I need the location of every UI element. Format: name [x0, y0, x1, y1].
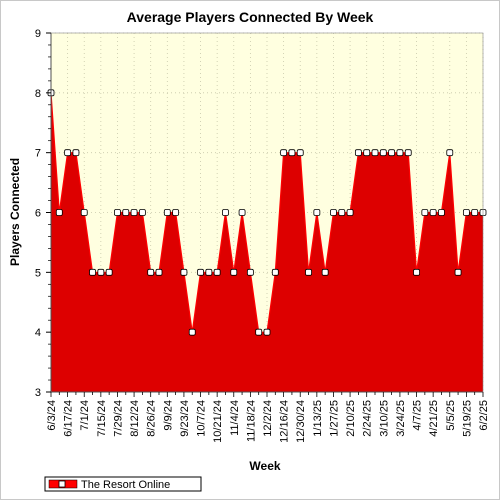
data-point	[330, 209, 337, 216]
data-markers	[47, 89, 487, 336]
x-tick-label: 8/26/24	[146, 400, 158, 437]
x-tick-label: 4/21/25	[428, 400, 440, 437]
x-tick-labels: 6/3/24 6/17/24 7/1/24 7/15/24 7/29/24 8/12/24…	[46, 400, 490, 443]
y-tick-label: 8	[35, 88, 41, 100]
x-tick-label: 7/29/24	[112, 400, 124, 437]
data-point	[138, 209, 146, 216]
x-tick-label: 12/2/24	[262, 400, 274, 437]
axes	[46, 32, 484, 397]
legend-marker	[58, 480, 66, 488]
x-tick-label: 7/1/24	[79, 400, 91, 431]
x-tick-label: 12/30/24	[295, 400, 307, 443]
legend-box	[44, 476, 202, 492]
data-point	[114, 209, 121, 216]
data-point	[346, 209, 354, 216]
data-point	[238, 209, 246, 216]
data-point	[363, 149, 371, 157]
x-tick-label: 12/16/24	[279, 400, 291, 443]
x-tick-label: 9/9/24	[162, 400, 174, 431]
x-tick-label: 9/23/24	[179, 400, 191, 437]
data-point	[122, 209, 130, 216]
data-point	[64, 149, 72, 157]
y-axis-title: Players Connected	[8, 158, 22, 266]
data-point	[471, 209, 479, 216]
data-point	[280, 149, 288, 157]
x-tick-label: 11/4/24	[229, 400, 241, 436]
x-tick-label: 3/24/25	[395, 400, 407, 437]
x-tick-label: 1/13/25	[312, 400, 324, 437]
data-point	[396, 149, 404, 157]
x-tick-label: 8/12/24	[129, 400, 141, 437]
x-axis-title: Week	[249, 459, 280, 473]
data-point	[271, 268, 279, 276]
data-point	[446, 149, 454, 157]
x-tick-label: 2/10/25	[345, 400, 357, 437]
data-point	[97, 268, 105, 276]
data-point	[413, 268, 420, 276]
chart-title: Average Players Connected By Week	[127, 9, 374, 25]
data-point	[213, 268, 221, 276]
data-point	[296, 149, 304, 157]
data-point	[404, 149, 412, 157]
x-tick-label: 3/10/25	[378, 400, 390, 437]
y-tick-label: 3	[35, 387, 41, 399]
data-point	[188, 328, 196, 336]
area-fill	[51, 92, 483, 392]
x-tick-label: 11/18/24	[245, 400, 257, 442]
data-point	[438, 209, 445, 216]
data-point	[354, 149, 362, 157]
data-point	[230, 268, 238, 276]
y-tick-labels: 3 4 5 6 7 8 9	[35, 28, 41, 399]
data-point	[130, 209, 138, 216]
x-tick-label: 1/27/25	[328, 400, 340, 437]
data-point	[313, 209, 321, 216]
data-point	[421, 209, 429, 216]
data-point	[454, 268, 462, 276]
x-tick-label: 5/19/25	[461, 400, 473, 437]
data-point	[205, 268, 213, 276]
y-tick-label: 4	[35, 327, 41, 339]
data-point	[263, 328, 271, 336]
data-point	[305, 268, 312, 276]
x-tick-label: 7/15/24	[96, 400, 108, 437]
x-tick-label: 5/5/25	[445, 400, 457, 431]
y-tick-label: 7	[35, 148, 41, 160]
legend-label: The Resort Online	[81, 479, 170, 491]
data-point	[429, 209, 437, 216]
data-point	[197, 268, 204, 276]
data-point	[55, 209, 63, 216]
data-point	[147, 268, 155, 276]
x-tick-label: 4/7/25	[412, 400, 424, 431]
data-point	[105, 268, 113, 276]
data-point	[288, 149, 296, 157]
data-point	[338, 209, 346, 216]
data-point	[371, 149, 379, 157]
data-point	[72, 149, 80, 157]
data-point	[255, 328, 263, 336]
data-point	[163, 209, 171, 216]
data-point	[246, 268, 254, 276]
y-tick-label: 9	[35, 28, 41, 40]
x-tick-label: 2/24/25	[362, 400, 374, 437]
x-tick-label: 6/2/25	[478, 400, 490, 431]
y-tick-label: 6	[35, 208, 41, 220]
data-point	[89, 268, 96, 276]
data-point	[155, 268, 163, 276]
data-point	[462, 209, 470, 216]
x-tick-label: 6/3/24	[46, 400, 58, 431]
x-tick-label: 6/17/24	[63, 400, 75, 437]
data-point	[172, 209, 180, 216]
x-tick-label: 10/21/24	[212, 400, 224, 443]
legend[interactable]: The Resort Online	[44, 476, 202, 492]
data-point	[80, 209, 88, 216]
y-tick-label: 5	[35, 267, 41, 279]
data-point	[222, 209, 229, 216]
data-point	[379, 149, 387, 157]
x-tick-label: 10/7/24	[196, 400, 208, 437]
data-point	[388, 149, 396, 157]
data-point	[180, 268, 188, 276]
data-point	[321, 268, 329, 276]
